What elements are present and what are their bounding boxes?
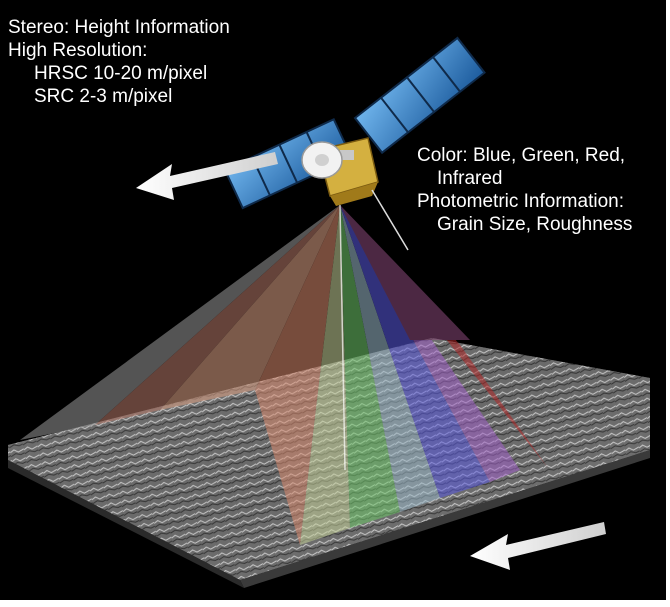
beam-yellow-green: [300, 205, 350, 545]
grain-size-label: Grain Size, Roughness: [437, 214, 633, 235]
right-annotation: Color: Blue, Green, Red, Infrared Photom…: [417, 144, 632, 236]
beam-blue: [340, 205, 490, 498]
beam-maroon: [340, 205, 470, 340]
beam-peach: [160, 205, 340, 410]
hrsc-resolution-label: HRSC 10-20 m/pixel: [34, 63, 208, 84]
color-label: Color: Blue, Green, Red,: [417, 145, 626, 166]
high-resolution-label: High Resolution:: [8, 40, 148, 61]
left-annotation: Stereo: Height Information High Resoluti…: [8, 16, 230, 108]
beam-light-blue: [340, 205, 440, 512]
beam-green: [340, 205, 400, 528]
nadir-line: [339, 204, 346, 471]
src-resolution-label: SRC 2-3 m/pixel: [34, 86, 173, 107]
beam-orange: [255, 205, 340, 545]
sensor-beams: [20, 205, 548, 545]
beam-red-1: [95, 205, 340, 425]
arrow-left-icon: [136, 152, 278, 200]
satellite-icon: [223, 36, 486, 251]
photometric-label: Photometric Information:: [417, 191, 624, 212]
ground-arrow-left-icon: [470, 522, 606, 570]
infrared-label: Infrared: [437, 168, 503, 189]
stereo-label: Stereo: Height Information: [8, 17, 230, 38]
beam-grey-1: [20, 205, 340, 440]
